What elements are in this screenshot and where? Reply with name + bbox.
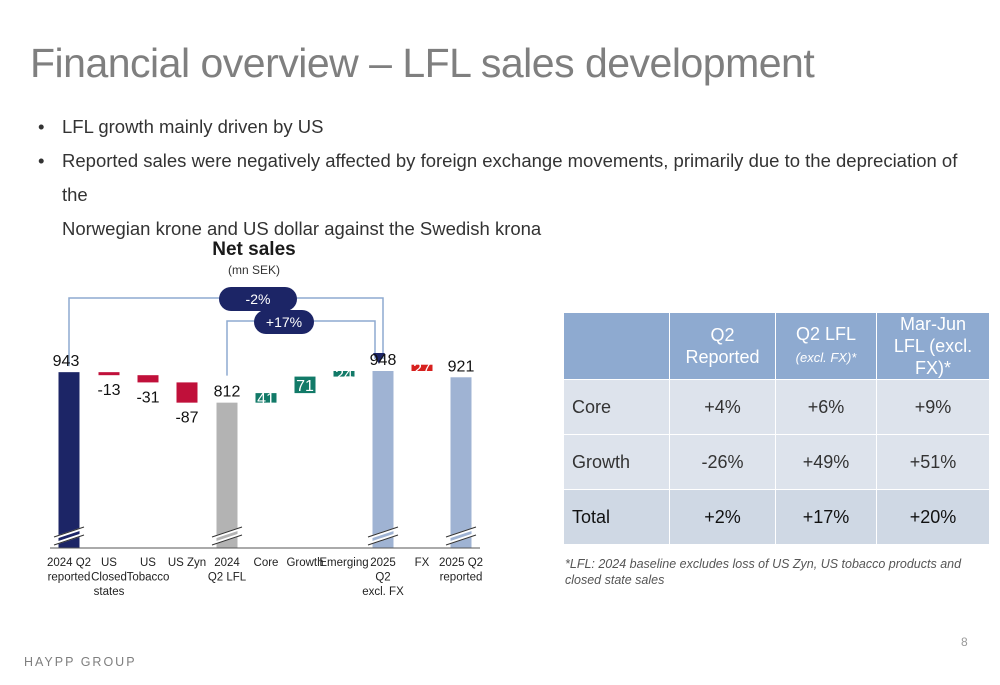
table-header-cell: Mar-Jun LFL (excl. FX)* [876,312,990,380]
bar-value-label: -13 [97,382,120,399]
bar-value-label: 71 [296,378,314,395]
x-tick-label: 2025 Q2 [439,557,483,569]
bullet-dot-icon: • [38,116,45,137]
table-cell: +4% [669,379,776,435]
waterfall-bar [372,371,394,548]
table-row: Growth -26% +49% +51% [563,434,990,490]
x-tick-label: US Zyn [168,557,206,569]
table-row-total: Total +2% +17% +20% [563,489,990,545]
x-tick-label: 2024 [214,557,240,569]
axis-break-mark [53,534,85,546]
bullet-item: • Reported sales were negatively affected… [38,144,968,212]
bar-value-label: 921 [448,358,475,375]
waterfall-bar [450,377,472,548]
table-row-label: Core [563,379,670,435]
table-row-label: Growth [563,434,670,490]
x-tick-label: US [101,557,117,569]
table-header-cell: Q2 LFL (excl. FX)* [775,312,877,380]
bar-value-label: 24 [335,367,353,384]
waterfall-bar [98,372,120,376]
x-tick-label: reported [440,572,483,584]
table-cell: -26% [669,434,776,490]
x-tick-label: Tobacco [127,572,170,584]
axis-break-mark [367,532,399,546]
axis-break-mark [53,532,85,546]
bullet-text: Norwegian krone and US dollar against th… [62,218,542,239]
waterfall-bar [176,382,198,403]
x-tick-label: FX [415,557,430,569]
axis-break-mark [53,526,85,540]
axis-break-mark [445,526,477,540]
x-tick-label: US [140,557,156,569]
x-tick-label: Growth [286,557,323,569]
x-tick-label: Closed [91,572,127,584]
bullet-dot-icon: • [38,150,45,171]
bullet-text: LFL growth mainly driven by US [62,116,324,137]
axis-break-mark [367,526,399,538]
table-cell: +49% [775,434,877,490]
waterfall-bar [411,364,433,372]
axis-break-mark [211,534,243,546]
waterfall-bar [137,375,159,383]
x-tick-label: 2025 [370,557,396,569]
bullet-item: • LFL growth mainly driven by US [38,110,968,144]
bullet-text: Reported sales were negatively affected … [62,150,958,205]
bar-value-label: -87 [175,410,198,427]
table-cell: +2% [669,489,776,545]
table-cell: +17% [775,489,877,545]
growth-pill-badge [254,310,314,334]
table-header-cell [563,312,670,380]
table-row-label: Total [563,489,670,545]
x-tick-label: excl. FX [362,586,404,598]
axis-break-mark [53,526,85,538]
x-tick-label: reported [48,572,91,584]
table-cell: +51% [876,434,990,490]
table-row: Core +4% +6% +9% [563,379,990,435]
bar-value-label: 943 [53,353,80,370]
x-tick-label: Q2 [375,572,390,584]
bar-value-label: 41 [257,391,275,408]
page-title: Financial overview – LFL sales developme… [30,40,815,86]
table-cell: +9% [876,379,990,435]
growth-pill-label: -2% [246,291,271,307]
growth-pill-badge [219,287,297,311]
brand-logo-text: HAYPP GROUP [24,655,137,669]
waterfall-bar [255,393,277,403]
axis-break-mark [445,532,477,546]
chart-title: Net sales [212,239,295,260]
x-tick-label: Core [254,557,279,569]
axis-break-mark [445,534,477,546]
x-tick-label: 2024 Q2 [47,557,91,569]
bullet-list: • LFL growth mainly driven by US • Reporte… [38,110,968,246]
axis-break-mark [211,526,243,538]
waterfall-bar [294,376,316,394]
table-footnote: *LFL: 2024 baseline excludes loss of US … [565,557,962,587]
bar-value-label: 27 [413,361,431,378]
axis-break-mark [445,526,477,538]
lfl-growth-table: Q2 Reported Q2 LFL (excl. FX)* Mar-Jun LFL … [563,312,990,545]
bar-value-label: 948 [370,352,397,369]
growth-pill-label: +17% [266,314,302,330]
axis-break-mark [211,526,243,540]
table-cell: +20% [876,489,990,545]
table-header-row: Q2 Reported Q2 LFL (excl. FX)* Mar-Jun LFL … [563,312,990,380]
net-sales-waterfall-chart: Net sales (mn SEK) -2% +17% 943 -13 -31 -87 81… [47,239,483,598]
waterfall-bar [333,371,355,377]
bar-value-label: 812 [214,384,241,401]
axis-break-mark [367,526,399,540]
bar-value-label: -31 [136,389,159,406]
table-cell: +6% [775,379,877,435]
x-tick-label: states [94,586,125,598]
page-number: 8 [961,635,968,649]
table-header-cell: Q2 Reported [669,312,776,380]
axis-break-mark [367,534,399,546]
x-tick-label: Q2 LFL [208,572,247,584]
arrowhead-icon [373,353,385,365]
axis-break-mark [211,532,243,546]
x-tick-label: Emerging [319,557,368,569]
chart-subtitle: (mn SEK) [228,263,280,277]
waterfall-bar [58,372,80,548]
bullet-item-continuation: Norwegian krone and US dollar against th… [38,212,968,246]
waterfall-bar [216,402,238,548]
